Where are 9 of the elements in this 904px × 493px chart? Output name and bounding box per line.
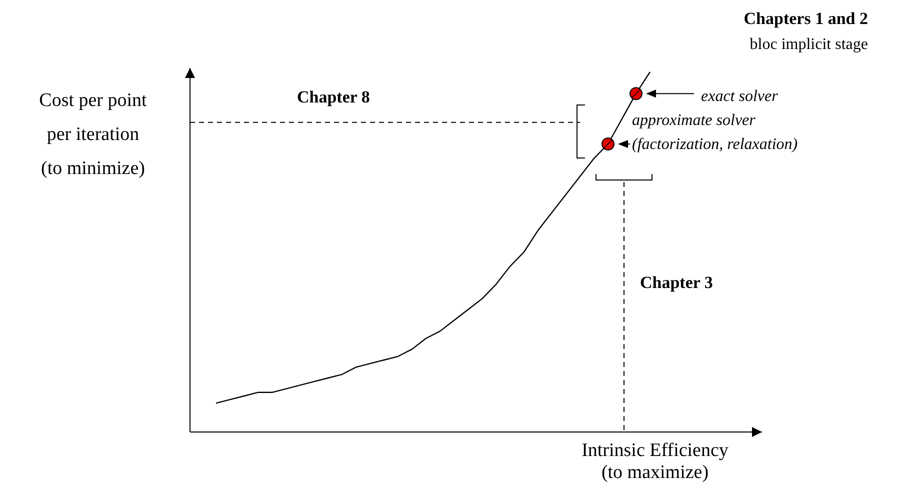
ref-line-label: Chapter 8 (297, 87, 370, 106)
text: exact solver (701, 88, 779, 105)
y-axis-title: Cost per point per iteration (to minimize) (39, 90, 148, 179)
annotation: (factorization, relaxation) (632, 136, 798, 153)
text: bloc implicit stage (750, 36, 868, 53)
x-axis-title: Intrinsic Efficiency (to maximize) (582, 440, 729, 483)
text: Chapters 1 and 2 (744, 9, 868, 28)
annotation: approximate solver (632, 112, 756, 129)
annotation: Chapter 3 (640, 273, 713, 292)
